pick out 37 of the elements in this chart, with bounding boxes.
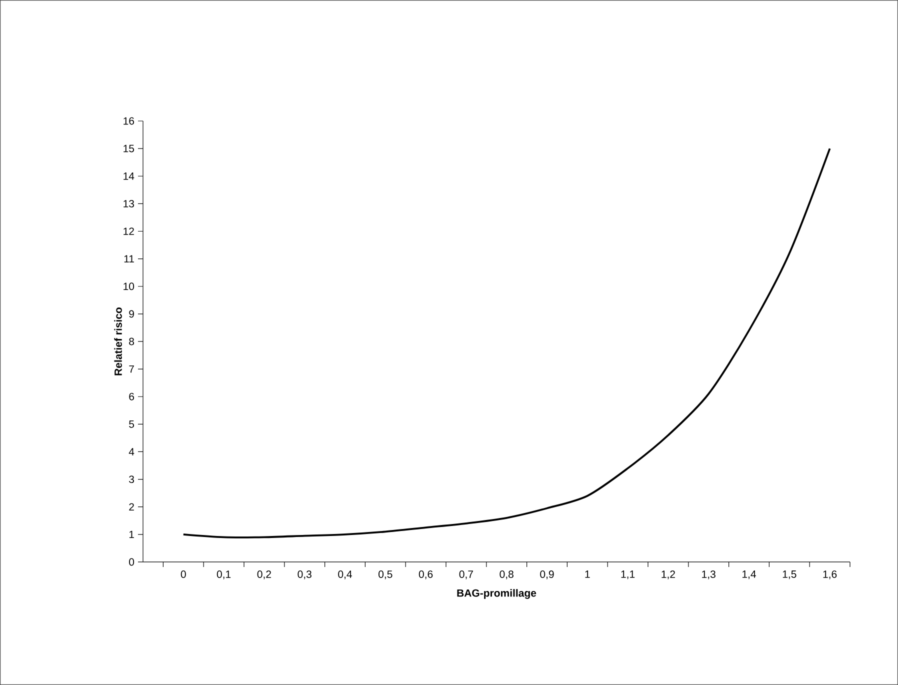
y-tick-label: 15 — [124, 144, 134, 152]
y-tick-label: 12 — [124, 228, 134, 235]
x-tick-label: 0,1 — [216, 570, 231, 580]
x-tick-label: 0,3 — [298, 570, 312, 580]
y-tick-label: 7 — [129, 365, 134, 373]
x-tick-label: 0,2 — [257, 570, 271, 580]
line-series — [182, 148, 831, 538]
y-tick-label: 13 — [124, 200, 134, 208]
x-tick-label: 0,4 — [338, 570, 352, 580]
y-tick-label: 0 — [129, 558, 134, 566]
y-tick-label: 11 — [124, 255, 134, 262]
x-tick-label: 0,6 — [418, 570, 433, 580]
y-tick-label: 6 — [129, 392, 134, 400]
y-tick-label: 16 — [124, 117, 134, 125]
x-tick-label: 0 — [180, 570, 186, 578]
y-tick-label: 5 — [129, 420, 134, 428]
y-axis-title: Relatief risico — [114, 307, 122, 376]
y-tick-label: 2 — [129, 503, 134, 511]
x-tick-label: 1,1 — [621, 570, 635, 580]
x-tick-label: 0,7 — [459, 570, 473, 580]
y-tick-label: 1 — [129, 530, 134, 538]
x-tick-label: 1,3 — [702, 570, 716, 580]
y-tick-label: 10 — [124, 282, 134, 290]
x-tick-label: 0,5 — [378, 570, 392, 580]
x-tick-label: 1,4 — [742, 570, 756, 580]
x-axis-title: BAG-promillage — [457, 589, 536, 599]
x-tick-label: 0,9 — [540, 570, 554, 580]
y-tick-label: 4 — [128, 448, 134, 456]
y-tick-label: 3 — [129, 476, 134, 484]
x-tick-label: 0,8 — [500, 570, 514, 580]
y-tick-label: 14 — [124, 172, 134, 180]
x-tick-label: 1,2 — [662, 570, 675, 580]
y-tick-label: 9 — [129, 310, 134, 318]
x-tick-label: 1,5 — [782, 570, 796, 580]
x-tick-label: 1 — [585, 570, 590, 578]
y-tick-label: 8 — [129, 338, 134, 346]
x-tick-label: 1,6 — [823, 570, 837, 580]
